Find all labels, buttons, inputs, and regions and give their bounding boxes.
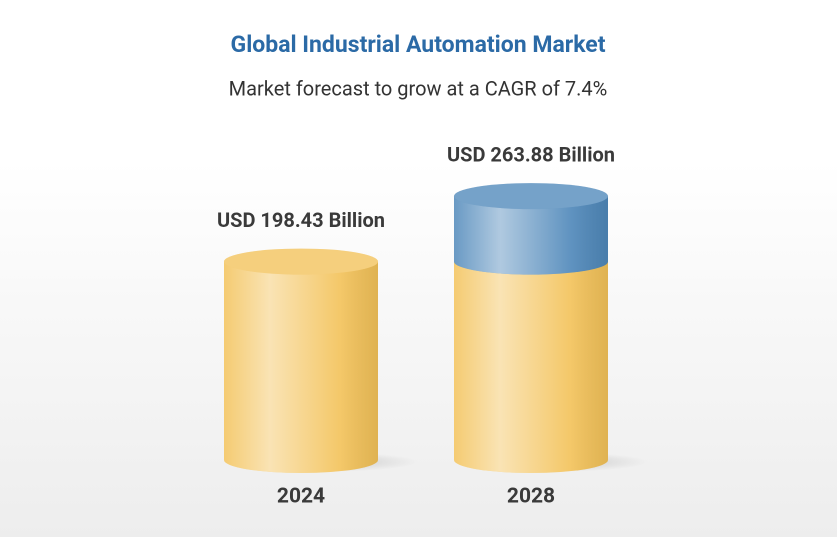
bar-top-highlight	[224, 248, 378, 275]
bar-growth-shade	[454, 196, 608, 275]
value-label: USD 198.43 Billion	[217, 208, 385, 232]
chart-subtitle: Market forecast to grow at a CAGR of 7.4…	[229, 76, 608, 100]
bar-shade	[224, 261, 378, 473]
bar-top	[224, 248, 378, 275]
x-tick-label: 2028	[507, 485, 555, 509]
bar-top-highlight	[454, 183, 608, 210]
value-label: USD 263.88 Billion	[447, 142, 615, 166]
x-tick-label: 2024	[277, 485, 325, 509]
bar-top	[454, 183, 608, 210]
chart-title: Global Industrial Automation Market	[231, 31, 606, 58]
bar-base-shade	[454, 261, 608, 473]
